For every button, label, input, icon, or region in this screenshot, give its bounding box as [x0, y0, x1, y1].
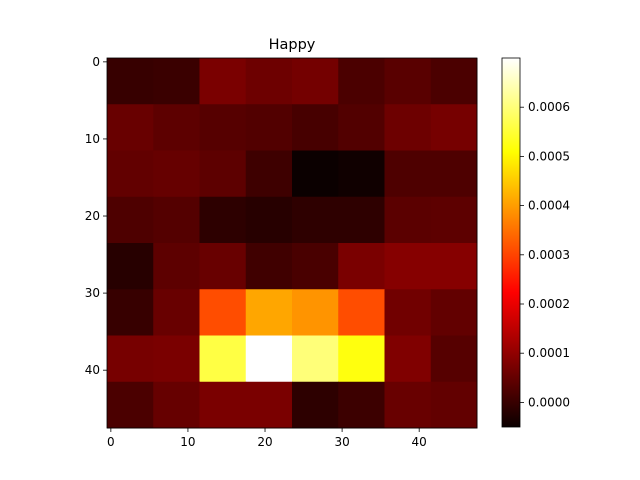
- heatmap-cell: [338, 196, 385, 244]
- heatmap-cell: [153, 150, 200, 198]
- plot-frame: [106, 57, 478, 429]
- heatmap-cell: [430, 243, 478, 290]
- heatmap-cell: [338, 58, 385, 105]
- heatmap-cell: [153, 196, 200, 244]
- colorbar-tick-label: 0.0004: [528, 199, 570, 213]
- heatmap-cell: [199, 335, 247, 383]
- x-tick-label: 30: [334, 435, 349, 449]
- heatmap-cell: [245, 196, 293, 244]
- heatmap-cell: [199, 196, 247, 244]
- heatmap-cell: [199, 58, 247, 105]
- colorbar: [501, 57, 521, 428]
- heatmap-cell: [292, 289, 339, 336]
- heatmap-cell: [292, 196, 339, 244]
- heatmap-cell: [245, 58, 293, 105]
- heatmap-cell: [384, 58, 432, 105]
- heatmap-cell: [430, 58, 478, 105]
- y-tick-label: 0: [92, 55, 100, 69]
- colorbar-tick-label: 0.0003: [528, 248, 570, 262]
- heatmap-cell: [430, 335, 478, 383]
- heatmap-cell: [384, 196, 432, 244]
- heatmap-cell: [199, 381, 247, 429]
- heatmap-cell: [153, 58, 200, 105]
- heatmap-cell: [245, 335, 293, 383]
- y-tick-label: 10: [85, 132, 100, 146]
- heatmap-cell: [153, 381, 200, 429]
- heatmap-cell: [292, 58, 339, 105]
- colorbar-tick-label: 0.0002: [528, 297, 570, 311]
- heatmap-cell: [430, 150, 478, 198]
- heatmap-cell: [245, 150, 293, 198]
- heatmap-cell: [107, 196, 154, 244]
- heatmap-cell: [245, 243, 293, 290]
- heatmap-cell: [292, 381, 339, 429]
- heatmap-cell: [338, 150, 385, 198]
- x-tick-label: 10: [180, 435, 195, 449]
- heatmap-cell: [199, 243, 247, 290]
- y-tick-label: 20: [85, 209, 100, 223]
- x-axis: 0 10 20 30 40: [107, 428, 427, 449]
- heatmap-cell: [107, 335, 154, 383]
- heatmap-cell: [107, 381, 154, 429]
- heatmap-cell: [338, 335, 385, 383]
- heatmap-cell: [384, 381, 432, 429]
- heatmap-cell: [338, 381, 385, 429]
- heatmap-cell: [153, 243, 200, 290]
- heatmap-cell: [292, 243, 339, 290]
- colorbar-tick-label: 0.0005: [528, 149, 570, 163]
- heatmap-cell: [153, 289, 200, 336]
- x-tick-label: 20: [257, 435, 272, 449]
- heatmap-cell: [245, 381, 293, 429]
- heatmap-cell: [384, 104, 432, 151]
- colorbar-tick-label: 0.0001: [528, 346, 570, 360]
- heatmap-cell: [199, 289, 247, 336]
- heatmap-cell: [384, 335, 432, 383]
- heatmap-cell: [245, 289, 293, 336]
- heatmap-cell: [107, 58, 154, 105]
- heatmap-cell: [199, 150, 247, 198]
- heatmap-cell: [107, 243, 154, 290]
- heatmap-cell: [292, 104, 339, 151]
- colorbar-axis: 0.0000 0.0001 0.0002 0.0003 0.0004 0.0005 0.00…: [520, 100, 570, 409]
- heatmap-cell: [245, 104, 293, 151]
- heatmap-cell: [430, 289, 478, 336]
- heatmap-cell: [292, 335, 339, 383]
- x-tick-label: 40: [412, 435, 427, 449]
- heatmap-cell: [338, 243, 385, 290]
- heatmap-cell: [153, 335, 200, 383]
- heatmap-cell: [384, 150, 432, 198]
- heatmap-cell: [107, 150, 154, 198]
- heatmap-cell: [430, 196, 478, 244]
- heatmap-cell: [199, 104, 247, 151]
- heatmap-cell: [338, 104, 385, 151]
- heatmap-cell: [430, 104, 478, 151]
- heatmap-cell: [338, 289, 385, 336]
- heatmap-cell: [292, 150, 339, 198]
- heatmap-cell: [430, 381, 478, 429]
- colorbar-tick-label: 0.0000: [528, 395, 570, 409]
- y-tick-label: 30: [85, 286, 100, 300]
- y-axis: 0 10 20 30 40: [85, 55, 107, 377]
- heatmap-cell: [107, 289, 154, 336]
- x-tick-label: 0: [107, 435, 115, 449]
- heatmap-cell: [384, 243, 432, 290]
- heatmap-cells: [107, 58, 478, 429]
- heatmap-cell: [107, 104, 154, 151]
- y-tick-label: 40: [85, 363, 100, 377]
- heatmap-cell: [384, 289, 432, 336]
- colorbar-tick-label: 0.0006: [528, 100, 570, 114]
- chart-title: Happy: [269, 37, 316, 53]
- heatmap-cell: [153, 104, 200, 151]
